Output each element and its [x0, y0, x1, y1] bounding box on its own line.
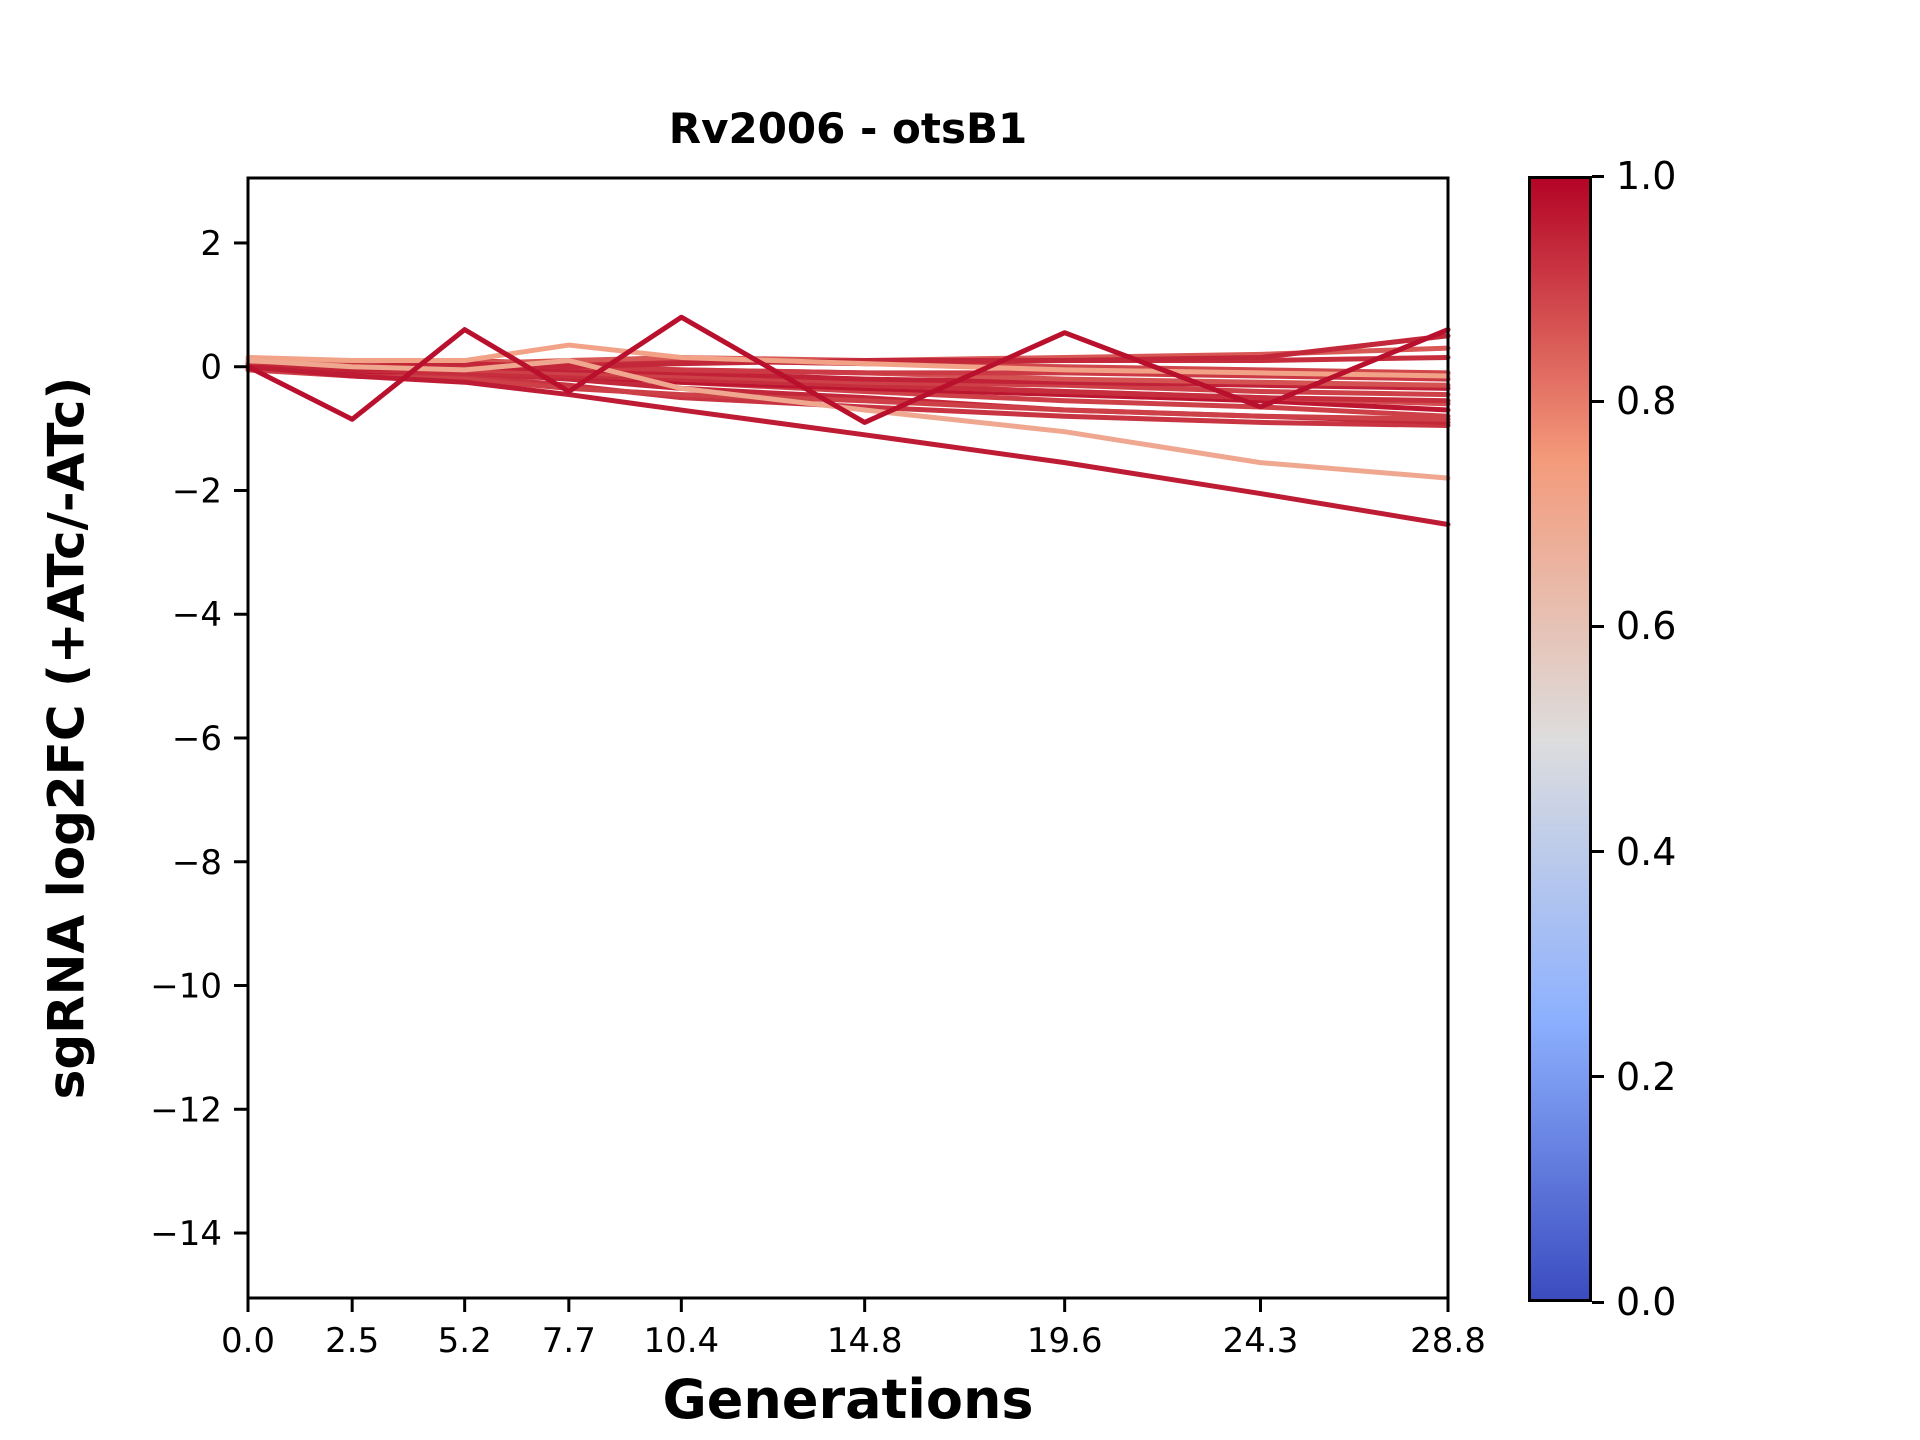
chart-title: Rv2006 - otsB1: [668, 104, 1028, 153]
y-tick-label: −2: [172, 471, 222, 511]
y-axis-label: sgRNA log2FC (+ATc/-ATc): [37, 376, 95, 1100]
y-axis-label-wrap: sgRNA log2FC (+ATc/-ATc): [18, 178, 114, 1298]
x-tick-label: 0.0: [221, 1321, 275, 1361]
y-tick-label: −4: [172, 595, 222, 635]
sgrna-line-16: [245, 342, 1451, 379]
y-tick-label: 0: [200, 348, 222, 388]
colorbar-tick: [1592, 174, 1604, 178]
plot-area: 0.0 2.5 5.2 7.7 10.4 14.8 19.6 24.3 28.8 2 0 −2 −4 −6…: [150, 176, 1486, 1361]
x-tick-label: 24.3: [1223, 1321, 1299, 1361]
sgrna-line-18: [245, 364, 1451, 528]
y-tick-label: −6: [172, 719, 222, 759]
colorbar-tick-label: 0.6: [1616, 604, 1677, 649]
x-tick-label: 19.6: [1027, 1321, 1103, 1361]
colorbar: 1.0 0.8 0.6 0.4 0.2 0.0: [1528, 154, 1676, 1324]
x-axis-label: Generations: [662, 1368, 1034, 1431]
x-tick-label: 7.7: [542, 1321, 596, 1361]
y-tick-label: 2: [200, 224, 222, 264]
colorbar-tick-label: 0.0: [1616, 1280, 1677, 1324]
colorbar-tick-label: 0.8: [1616, 379, 1677, 424]
y-tick-label: −12: [150, 1090, 222, 1130]
y-tick-label: −14: [150, 1214, 222, 1254]
colorbar-tick-label: 0.4: [1616, 829, 1677, 874]
x-tick-label: 14.8: [827, 1321, 903, 1361]
y-tick-label: −8: [172, 843, 222, 883]
colorbar-tick: [1592, 1300, 1604, 1304]
y-tick-label: −10: [150, 967, 222, 1007]
x-tick-label: 28.8: [1410, 1321, 1486, 1361]
x-tick-label: 10.4: [643, 1321, 719, 1361]
axes-frame: [246, 176, 1450, 1300]
colorbar-tick-label: 1.0: [1616, 154, 1677, 198]
colorbar-tick-label: 0.2: [1616, 1054, 1677, 1099]
x-tick-label: 2.5: [325, 1321, 379, 1361]
colorbar-tick: [1592, 1075, 1604, 1079]
colorbar-tick: [1592, 399, 1604, 403]
sgrna-line-17: [245, 358, 1451, 481]
colorbar-tick: [1592, 624, 1604, 628]
colorbar-tick: [1592, 850, 1604, 854]
colorbar-gradient: [1528, 176, 1592, 1302]
sgrna-line-19: [245, 314, 1451, 425]
x-tick-label: 5.2: [438, 1321, 492, 1361]
